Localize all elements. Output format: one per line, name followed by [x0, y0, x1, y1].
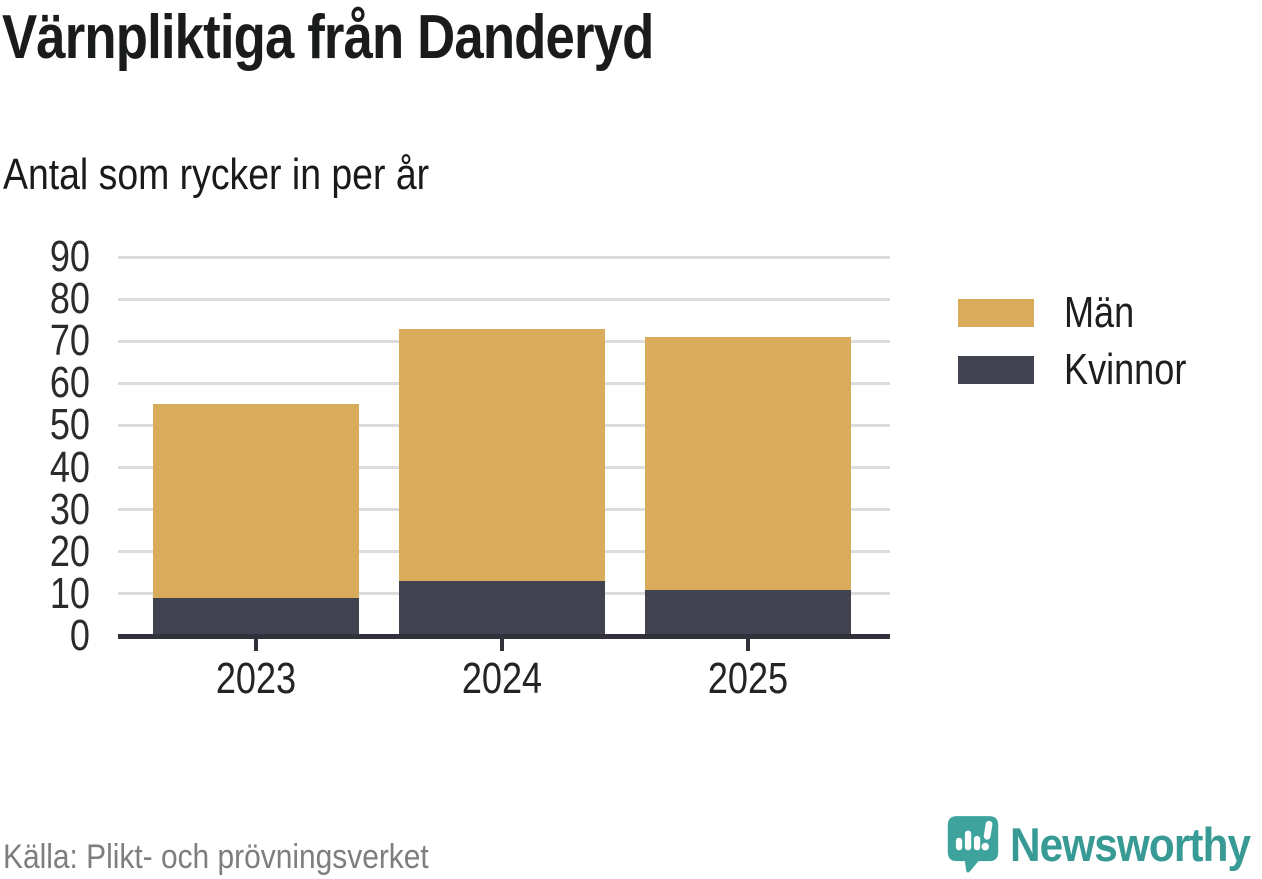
y-tick-label: 10 — [49, 568, 90, 618]
bar-segment-kvinnor-2023 — [153, 598, 359, 636]
newsworthy-speech-bubble-chart-icon — [947, 816, 999, 873]
chart-subtitle: Antal som rycker in per år — [3, 150, 430, 199]
bar-group-2025 — [645, 337, 851, 636]
x-tick-label: 2025 — [707, 654, 789, 703]
y-tick-label: 80 — [49, 274, 90, 324]
legend-item-män: Män — [958, 288, 1213, 337]
y-tick-label: 20 — [49, 526, 90, 576]
legend-swatch — [958, 299, 1034, 327]
y-tick-label: 40 — [49, 442, 90, 492]
x-axis-line — [118, 633, 890, 639]
plot-area — [118, 255, 890, 651]
gridline — [118, 297, 890, 301]
x-tick — [254, 639, 258, 651]
y-tick-label: 90 — [49, 232, 90, 281]
legend-label: Män — [1064, 288, 1135, 337]
x-axis: 2023 2024 2025 — [118, 654, 890, 704]
bar-segment-kvinnor-2024 — [399, 581, 605, 636]
x-tick-label: 2023 — [215, 654, 297, 703]
legend-swatch — [958, 356, 1034, 384]
bar-segment-män-2024 — [399, 328, 605, 582]
x-tick-label: 2024 — [461, 654, 543, 703]
y-tick-label: 60 — [49, 358, 90, 408]
legend-label: Kvinnor — [1064, 345, 1187, 394]
bar-group-2023 — [153, 404, 359, 636]
gridline — [118, 255, 890, 259]
legend-item-kvinnor: Kvinnor — [958, 345, 1213, 394]
newsworthy-logo: Newsworthy — [946, 814, 1262, 874]
y-tick-label: 70 — [49, 316, 90, 366]
legend: Män Kvinnor — [958, 288, 1213, 394]
source-note: Källa: Plikt- och prövningsverket — [3, 838, 429, 876]
brand-name: Newsworthy — [1010, 817, 1251, 871]
y-tick-label: 50 — [49, 400, 90, 450]
bar-group-2024 — [399, 328, 605, 636]
y-tick-label: 30 — [49, 484, 90, 534]
bar-segment-män-2023 — [153, 404, 359, 599]
bar-segment-män-2025 — [645, 337, 851, 590]
chart-title: Värnpliktiga från Danderyd — [2, 3, 654, 72]
bar-segment-kvinnor-2025 — [645, 589, 851, 636]
x-tick — [746, 639, 750, 651]
x-tick — [500, 639, 504, 651]
y-tick-label: 0 — [69, 611, 90, 660]
y-axis: 0 10 20 30 40 50 60 70 80 90 — [0, 235, 90, 658]
